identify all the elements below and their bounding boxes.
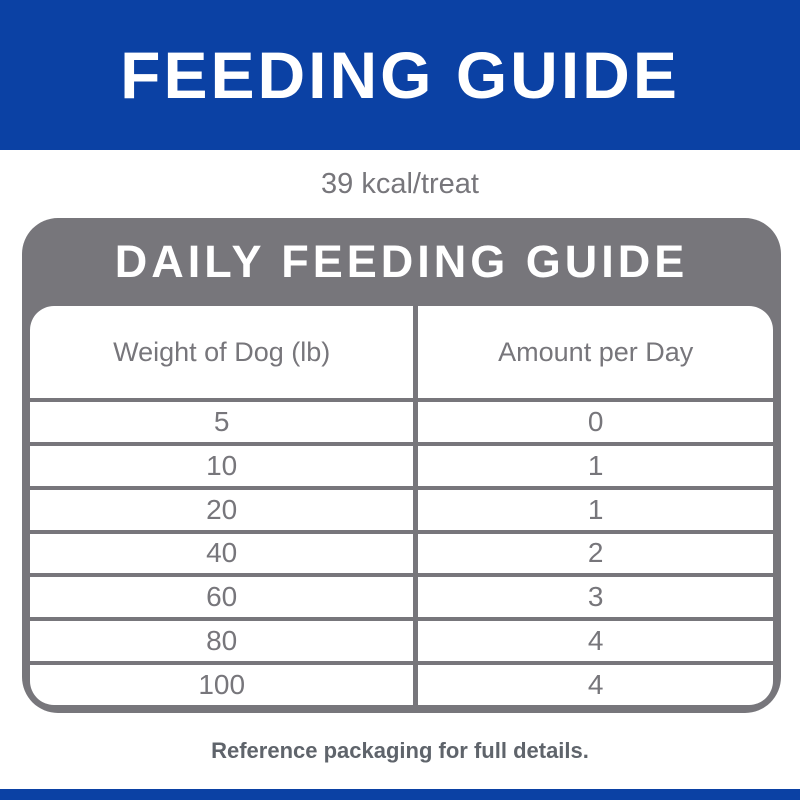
table-row-4-cell-0: 60 — [30, 577, 414, 618]
table-row-6-cell-0: 100 — [30, 665, 414, 705]
daily-feeding-guide-panel: DAILY FEEDING GUIDE Weight of Dog (lb) A… — [22, 218, 781, 713]
table-row-3-cell-0: 40 — [30, 533, 414, 574]
table-row-2-cell-0: 20 — [30, 489, 414, 530]
table-row-0-cell-1: 0 — [418, 402, 773, 442]
feeding-table: Weight of Dog (lb) Amount per Day 5 0 10 1 2… — [30, 306, 773, 705]
table-row-5-cell-1: 4 — [418, 621, 773, 662]
table-row-1-cell-1: 1 — [418, 445, 773, 486]
table-row-2-cell-1: 1 — [418, 489, 773, 530]
table-row-6-cell-1: 4 — [418, 665, 773, 705]
table-row-3-cell-1: 2 — [418, 533, 773, 574]
table-row-5-cell-0: 80 — [30, 621, 414, 662]
panel-title: DAILY FEEDING GUIDE — [114, 236, 689, 287]
table-row-0-cell-0: 5 — [30, 402, 414, 442]
table-row-1-cell-0: 10 — [30, 445, 414, 486]
bottom-accent-bar — [0, 789, 800, 800]
column-header-amount: Amount per Day — [418, 306, 773, 398]
kcal-per-treat-label: 39 kcal/treat — [321, 167, 479, 200]
top-banner: FEEDING GUIDE — [0, 0, 800, 150]
table-row-4-cell-1: 3 — [418, 577, 773, 618]
footnote: Reference packaging for full details. — [211, 738, 589, 763]
page-title: FEEDING GUIDE — [120, 38, 680, 112]
column-header-weight: Weight of Dog (lb) — [30, 306, 414, 398]
